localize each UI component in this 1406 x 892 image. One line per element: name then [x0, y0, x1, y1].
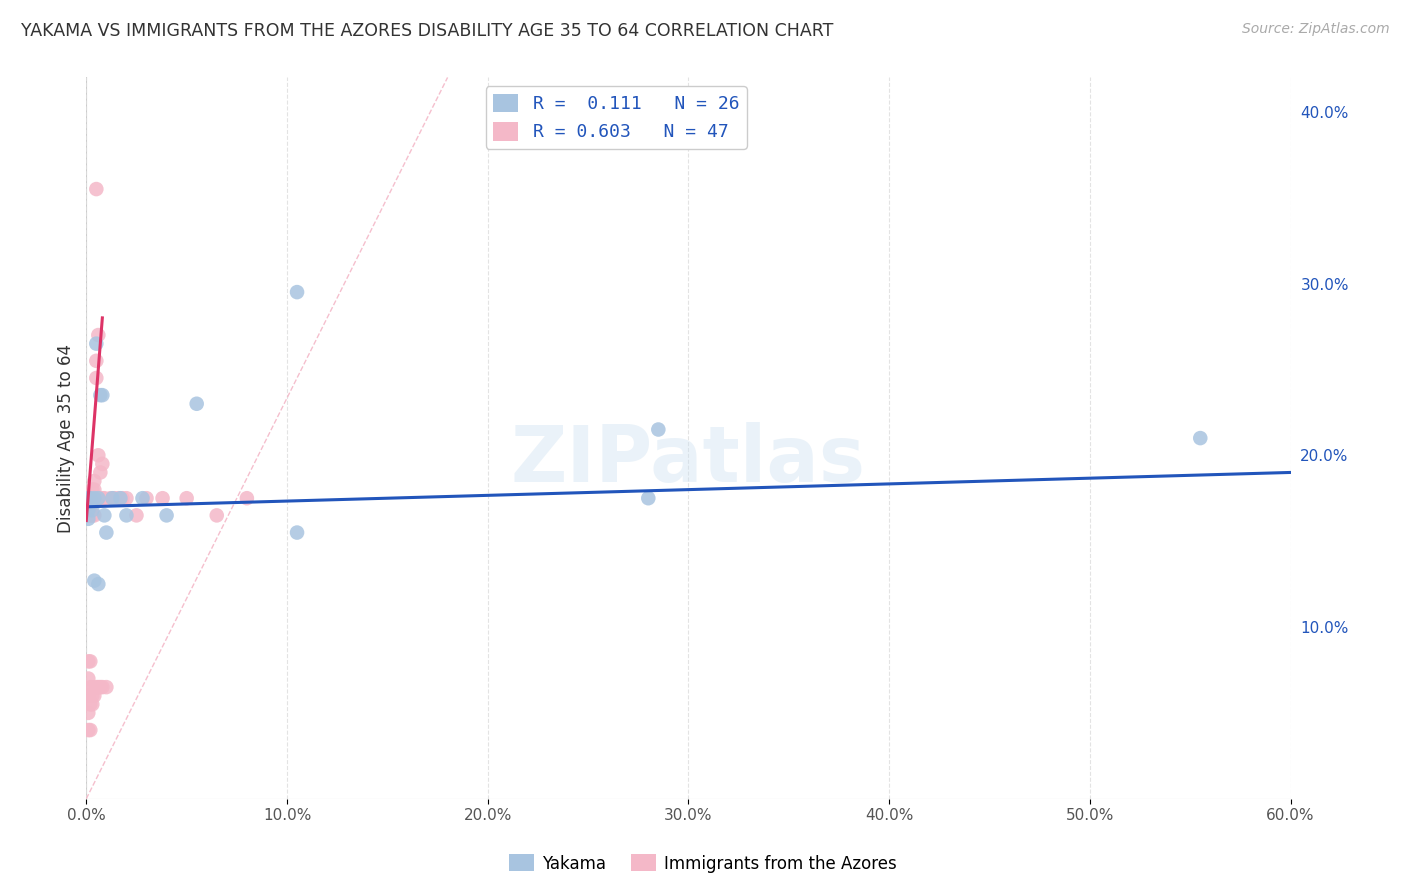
Point: [115, 491, 138, 506]
Point: [86, 680, 108, 694]
Point: [125, 508, 148, 523]
Point: [236, 491, 259, 506]
Point: [115, 508, 138, 523]
Point: [79, 491, 101, 506]
Point: [79, 500, 101, 514]
Point: [637, 491, 659, 506]
Point: [93, 508, 115, 523]
Point: [82, 689, 104, 703]
Point: [77, 672, 100, 686]
Text: ZIPatlas: ZIPatlas: [510, 422, 866, 498]
Point: [77, 723, 100, 737]
Point: [155, 508, 177, 523]
Point: [101, 491, 124, 506]
Point: [86, 491, 108, 506]
Point: [77, 508, 100, 523]
Point: [91, 491, 114, 506]
Point: [77, 491, 100, 506]
Point: [89, 680, 111, 694]
Point: [86, 371, 108, 385]
Point: [82, 680, 104, 694]
Point: [103, 491, 125, 506]
Text: YAKAMA VS IMMIGRANTS FROM THE AZORES DISABILITY AGE 35 TO 64 CORRELATION CHART: YAKAMA VS IMMIGRANTS FROM THE AZORES DIS…: [21, 22, 834, 40]
Point: [79, 654, 101, 668]
Point: [82, 698, 104, 712]
Point: [87, 577, 110, 591]
Point: [111, 491, 134, 506]
Point: [176, 491, 198, 506]
Point: [77, 654, 100, 668]
Point: [83, 483, 105, 497]
Point: [77, 706, 100, 720]
Point: [135, 491, 157, 506]
Point: [83, 491, 105, 506]
Point: [77, 491, 100, 506]
Point: [83, 689, 105, 703]
Point: [91, 680, 114, 694]
Point: [96, 680, 118, 694]
Point: [647, 423, 669, 437]
Point: [93, 491, 115, 506]
Point: [79, 508, 101, 523]
Point: [89, 491, 111, 506]
Point: [77, 500, 100, 514]
Point: [205, 508, 228, 523]
Point: [91, 388, 114, 402]
Point: [77, 512, 100, 526]
Legend: Yakama, Immigrants from the Azores: Yakama, Immigrants from the Azores: [502, 847, 904, 880]
Point: [152, 491, 174, 506]
Point: [79, 496, 101, 510]
Point: [186, 397, 208, 411]
Point: [77, 503, 100, 517]
Point: [83, 491, 105, 506]
Point: [79, 491, 101, 506]
Point: [285, 285, 308, 299]
Point: [107, 491, 129, 506]
Point: [82, 508, 104, 523]
Point: [1189, 431, 1212, 445]
Point: [89, 388, 111, 402]
Point: [87, 491, 110, 506]
Point: [87, 328, 110, 343]
Point: [86, 182, 108, 196]
Point: [82, 483, 104, 497]
Point: [86, 336, 108, 351]
Y-axis label: Disability Age 35 to 64: Disability Age 35 to 64: [58, 343, 75, 533]
Point: [91, 457, 114, 471]
Point: [83, 474, 105, 488]
Point: [79, 723, 101, 737]
Point: [79, 698, 101, 712]
Point: [285, 525, 308, 540]
Text: Source: ZipAtlas.com: Source: ZipAtlas.com: [1241, 22, 1389, 37]
Point: [77, 689, 100, 703]
Legend: R =  0.111   N = 26, R = 0.603   N = 47: R = 0.111 N = 26, R = 0.603 N = 47: [486, 87, 747, 149]
Point: [82, 491, 104, 506]
Point: [82, 503, 104, 517]
Point: [83, 508, 105, 523]
Point: [100, 491, 122, 506]
Point: [79, 680, 101, 694]
Point: [86, 354, 108, 368]
Point: [87, 680, 110, 694]
Point: [96, 525, 118, 540]
Point: [87, 448, 110, 462]
Point: [83, 574, 105, 588]
Point: [89, 466, 111, 480]
Point: [110, 491, 132, 506]
Point: [131, 491, 153, 506]
